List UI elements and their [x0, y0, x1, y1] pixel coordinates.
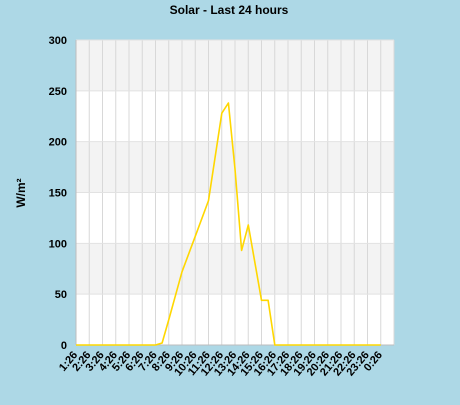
- y-tick-label: 0: [61, 340, 67, 352]
- y-tick-label: 150: [49, 188, 67, 200]
- plot-area: 0501001502002503001:262:263:264:265:266:…: [49, 35, 395, 378]
- y-tick-label: 200: [49, 137, 67, 149]
- y-tick-label: 300: [49, 35, 67, 47]
- y-axis-label: W/m²: [14, 178, 28, 207]
- chart-title: Solar - Last 24 hours: [170, 3, 289, 17]
- y-tick-label: 250: [49, 86, 67, 98]
- y-tick-label: 50: [55, 289, 67, 301]
- y-tick-label: 100: [49, 238, 67, 250]
- solar-series-line: [76, 102, 381, 346]
